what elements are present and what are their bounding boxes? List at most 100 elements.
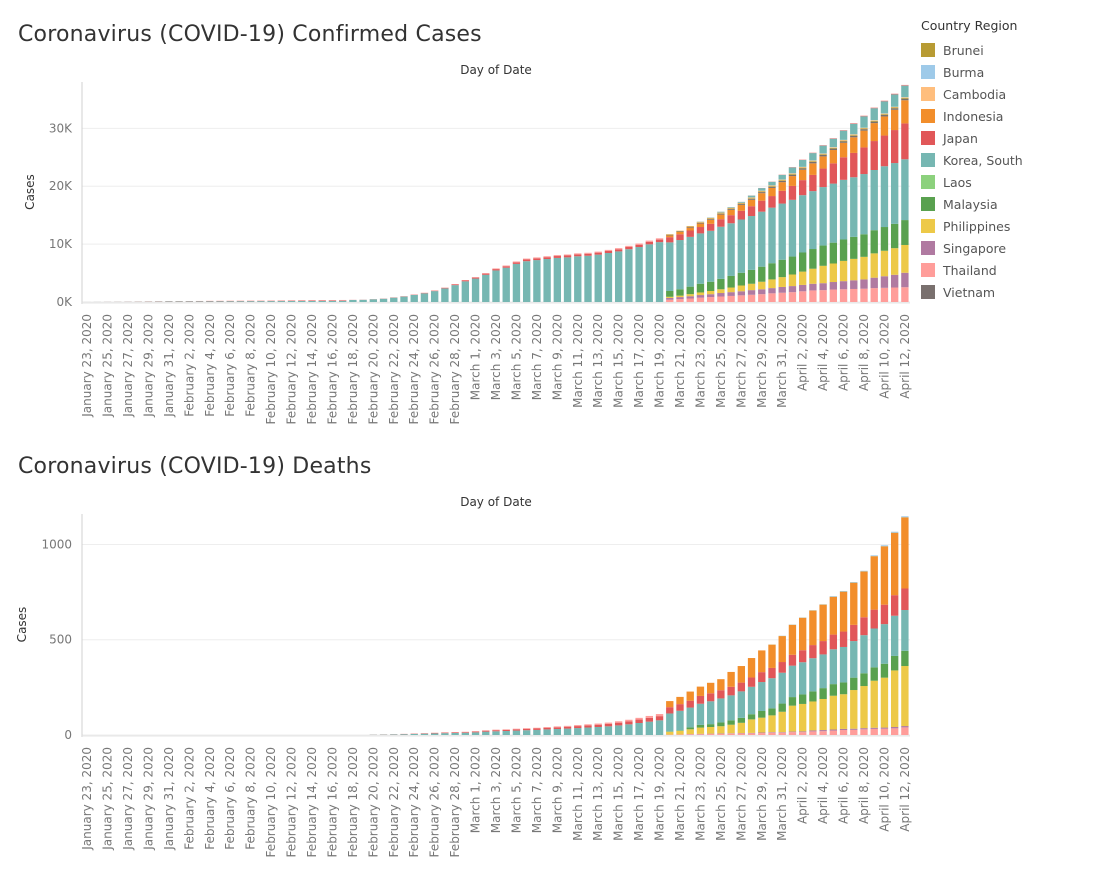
bar-segment-indonesia[interactable] — [686, 227, 694, 231]
bar-segment-korea-south[interactable] — [717, 698, 725, 723]
bar-segment-korea-south[interactable] — [614, 251, 623, 302]
bar-segment-singapore[interactable] — [788, 286, 797, 293]
bar-segment-japan[interactable] — [901, 588, 909, 611]
bar-segment-japan[interactable] — [819, 641, 827, 655]
bar-segment-singapore[interactable] — [778, 732, 786, 733]
bar-segment-korea-south[interactable] — [850, 177, 858, 237]
bar-segment-indonesia[interactable] — [839, 142, 848, 158]
bar-segment-indonesia[interactable] — [737, 205, 746, 211]
bar-segment-korea-south[interactable] — [471, 278, 480, 302]
bar-segment-japan[interactable] — [584, 253, 592, 256]
bar-segment-malaysia[interactable] — [798, 252, 807, 272]
bar-segment-vietnam[interactable] — [706, 219, 715, 220]
bar-segment-japan[interactable] — [829, 163, 838, 184]
bar-segment-malaysia[interactable] — [880, 227, 889, 251]
bar-segment-japan[interactable] — [338, 300, 347, 301]
bar-segment-japan[interactable] — [809, 174, 817, 192]
bar-segment-vietnam[interactable] — [666, 234, 674, 236]
bar-segment-philippines[interactable] — [778, 711, 786, 733]
bar-segment-thailand[interactable] — [768, 732, 776, 735]
bar-segment-cambodia[interactable] — [819, 153, 827, 155]
bar-segment-vietnam[interactable] — [880, 115, 889, 117]
bar-segment-japan[interactable] — [666, 707, 674, 714]
bar-segment-vietnam[interactable] — [737, 204, 746, 206]
bar-segment-brunei[interactable] — [788, 174, 797, 175]
bar-segment-korea-south[interactable] — [390, 734, 398, 735]
bar-segment-japan[interactable] — [870, 609, 878, 629]
bar-segment-malaysia[interactable] — [696, 724, 705, 728]
bar-segment-cambodia[interactable] — [901, 97, 909, 98]
bar-segment-japan[interactable] — [870, 107, 878, 109]
bar-segment-philippines[interactable] — [890, 670, 899, 727]
bar-segment-korea-south[interactable] — [676, 240, 684, 290]
bar-segment-japan[interactable] — [829, 634, 838, 650]
bar-segment-korea-south[interactable] — [839, 130, 848, 140]
bar-segment-korea-south[interactable] — [727, 223, 735, 276]
bar-segment-japan[interactable] — [512, 262, 521, 264]
bar-segment-korea-south[interactable] — [461, 732, 470, 735]
bar-segment-korea-south[interactable] — [901, 159, 909, 221]
bar-segment-malaysia[interactable] — [829, 684, 838, 696]
bar-segment-korea-south[interactable] — [206, 301, 214, 302]
bar-segment-thailand[interactable] — [492, 268, 500, 270]
bar-segment-philippines[interactable] — [666, 296, 674, 298]
bar-segment-thailand[interactable] — [809, 290, 817, 302]
bar-segment-thailand[interactable] — [502, 265, 510, 267]
bar-segment-burma[interactable] — [870, 555, 878, 557]
bar-segment-indonesia[interactable] — [839, 591, 848, 632]
bar-segment-indonesia[interactable] — [758, 650, 766, 673]
bar-segment-singapore[interactable] — [717, 293, 725, 297]
bar-segment-korea-south[interactable] — [706, 230, 715, 282]
bar-segment-vietnam[interactable] — [696, 222, 705, 224]
bar-segment-thailand[interactable] — [727, 295, 735, 302]
bar-segment-japan[interactable] — [645, 241, 654, 245]
bar-segment-japan[interactable] — [553, 727, 562, 729]
bar-segment-philippines[interactable] — [727, 287, 735, 293]
bar-segment-burma[interactable] — [829, 596, 838, 597]
bar-segment-thailand[interactable] — [645, 240, 654, 242]
bar-segment-thailand[interactable] — [512, 728, 521, 730]
bar-segment-philippines[interactable] — [798, 271, 807, 285]
bar-segment-malaysia[interactable] — [676, 289, 684, 296]
bar-segment-thailand[interactable] — [788, 732, 797, 735]
bar-segment-japan[interactable] — [522, 259, 531, 262]
bar-segment-singapore[interactable] — [890, 726, 899, 729]
legend-item-singapore[interactable]: Singapore — [921, 237, 1096, 259]
legend-item-laos[interactable]: Laos — [921, 171, 1096, 193]
bar-segment-korea-south[interactable] — [165, 301, 173, 302]
bar-segment-indonesia[interactable] — [768, 187, 776, 197]
bar-segment-thailand[interactable] — [584, 724, 592, 726]
bar-segment-japan[interactable] — [880, 604, 889, 625]
bar-segment-korea-south[interactable] — [758, 211, 766, 267]
bar-segment-thailand[interactable] — [696, 297, 705, 302]
bar-segment-korea-south[interactable] — [574, 256, 582, 302]
bar-segment-malaysia[interactable] — [727, 720, 735, 725]
bar-segment-indonesia[interactable] — [717, 214, 725, 220]
bar-segment-indonesia[interactable] — [758, 193, 766, 201]
bar-segment-philippines[interactable] — [880, 677, 889, 728]
bar-segment-philippines[interactable] — [839, 694, 848, 729]
bar-segment-malaysia[interactable] — [727, 275, 735, 288]
bar-segment-japan[interactable] — [880, 135, 889, 167]
bar-segment-korea-south[interactable] — [594, 726, 602, 735]
bar-segment-korea-south[interactable] — [819, 145, 827, 154]
bar-segment-thailand[interactable] — [819, 290, 827, 302]
bar-segment-indonesia[interactable] — [880, 546, 889, 605]
bar-segment-korea-south[interactable] — [655, 242, 664, 302]
bar-segment-indonesia[interactable] — [788, 176, 797, 186]
bar-segment-malaysia[interactable] — [901, 650, 909, 667]
bar-segment-singapore[interactable] — [778, 286, 786, 293]
bar-segment-indonesia[interactable] — [666, 701, 674, 708]
bar-segment-vietnam[interactable] — [747, 198, 756, 200]
bar-segment-thailand[interactable] — [839, 289, 848, 302]
bar-segment-korea-south[interactable] — [737, 691, 746, 718]
bar-segment-japan[interactable] — [502, 266, 510, 268]
bar-segment-brunei[interactable] — [860, 128, 868, 130]
bar-segment-korea-south[interactable] — [236, 301, 245, 302]
bar-segment-indonesia[interactable] — [809, 610, 817, 646]
bar-segment-burma[interactable] — [890, 531, 899, 533]
bar-segment-indonesia[interactable] — [819, 604, 827, 642]
bar-segment-singapore[interactable] — [901, 272, 909, 288]
bar-segment-thailand[interactable] — [717, 296, 725, 303]
bar-segment-malaysia[interactable] — [758, 710, 766, 718]
